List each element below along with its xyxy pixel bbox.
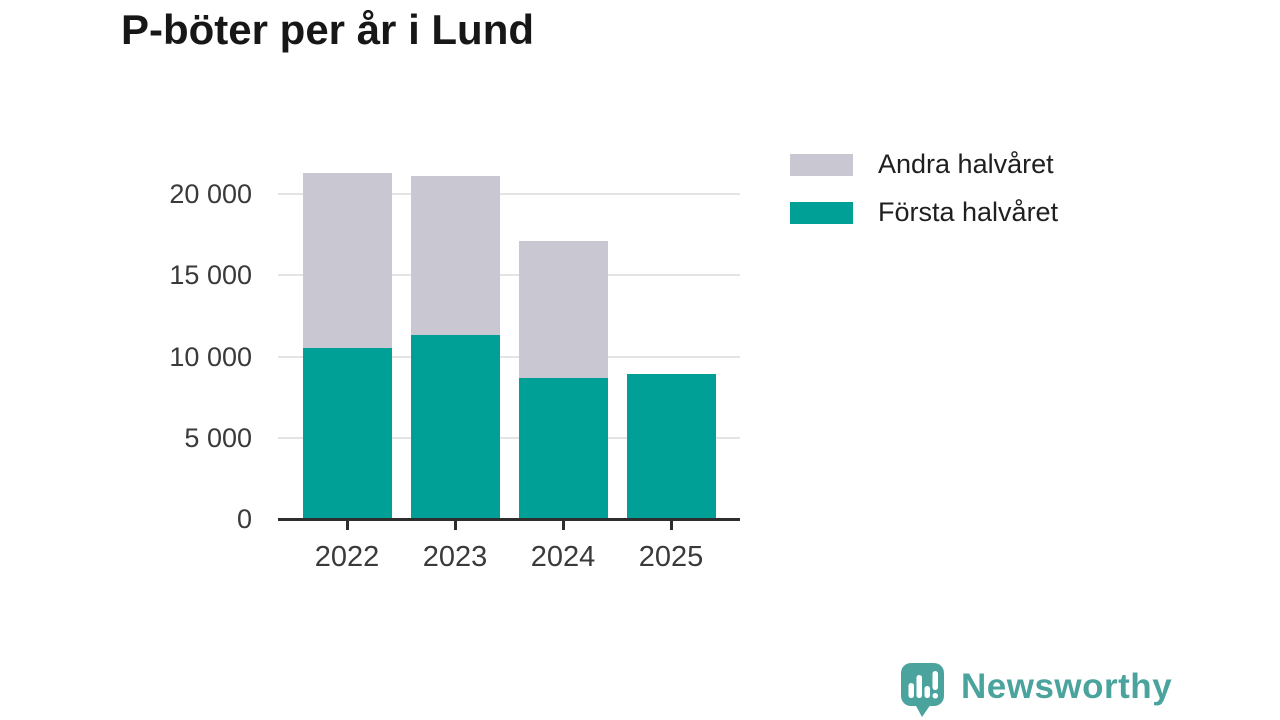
x-axis-tick: [346, 521, 349, 530]
legend-swatch-andra: [790, 153, 853, 176]
bar-segment-andra: [518, 241, 608, 378]
x-axis-line: [278, 518, 740, 521]
bar-segment-andra: [302, 172, 392, 349]
newsworthy-logo-text: Newsworthy: [961, 667, 1173, 706]
legend-item-forsta: Första halvåret: [790, 199, 1058, 226]
bar-segment-andra: [410, 176, 500, 335]
legend-label-andra: Andra halvåret: [878, 149, 1054, 179]
gridline: [278, 436, 740, 439]
y-axis-label: 0: [236, 504, 252, 534]
bar-segment-forsta: [626, 374, 716, 519]
chart-title: P-böter per år i Lund: [121, 6, 535, 53]
x-axis-label: 2022: [314, 541, 380, 573]
y-axis-label: 10 000: [169, 341, 252, 372]
bar-segment-forsta: [302, 348, 392, 519]
gridline: [278, 355, 740, 358]
bar-segment-forsta: [518, 377, 608, 519]
x-axis-label: 2024: [530, 541, 596, 573]
x-axis-tick: [562, 521, 565, 530]
x-axis-label: 2023: [422, 541, 488, 573]
x-axis-tick: [670, 521, 673, 530]
legend-item-andra: Andra halvåret: [790, 151, 1058, 178]
legend-label-forsta: Första halvåret: [878, 197, 1059, 227]
gridline: [278, 193, 740, 195]
bar-segment-forsta: [410, 334, 500, 519]
y-axis-label: 20 000: [169, 179, 252, 209]
y-axis-label: 5 000: [184, 422, 252, 453]
legend-swatch-forsta: [790, 201, 853, 224]
chart-legend: Andra halvåret Första halvåret: [790, 151, 1058, 247]
newsworthy-logo-icon: [901, 663, 944, 717]
x-axis-tick: [454, 521, 457, 530]
gridline: [278, 274, 740, 277]
x-axis-label: 2025: [638, 541, 704, 573]
newsworthy-branding: Newsworthy: [900, 662, 1172, 718]
y-axis-label: 15 000: [169, 260, 252, 291]
